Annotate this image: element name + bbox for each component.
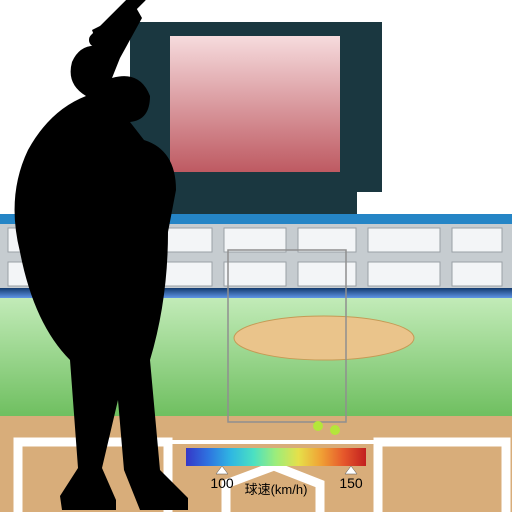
stands-window — [298, 228, 356, 252]
legend-tick-label: 150 — [339, 475, 363, 491]
stands-window — [224, 228, 286, 252]
legend-colorbar — [186, 448, 366, 466]
pitchers-mound — [234, 316, 414, 360]
pitch-marker — [330, 425, 340, 435]
stands-window — [452, 228, 502, 252]
legend-axis-label: 球速(km/h) — [245, 482, 308, 497]
stands-window — [452, 262, 502, 286]
stands-window — [368, 228, 440, 252]
stands-window — [298, 262, 356, 286]
stands-window — [368, 262, 440, 286]
scoreboard-screen — [170, 36, 340, 172]
legend-tick-label: 100 — [210, 475, 234, 491]
stands-window — [224, 262, 286, 286]
pitch-marker — [313, 421, 323, 431]
